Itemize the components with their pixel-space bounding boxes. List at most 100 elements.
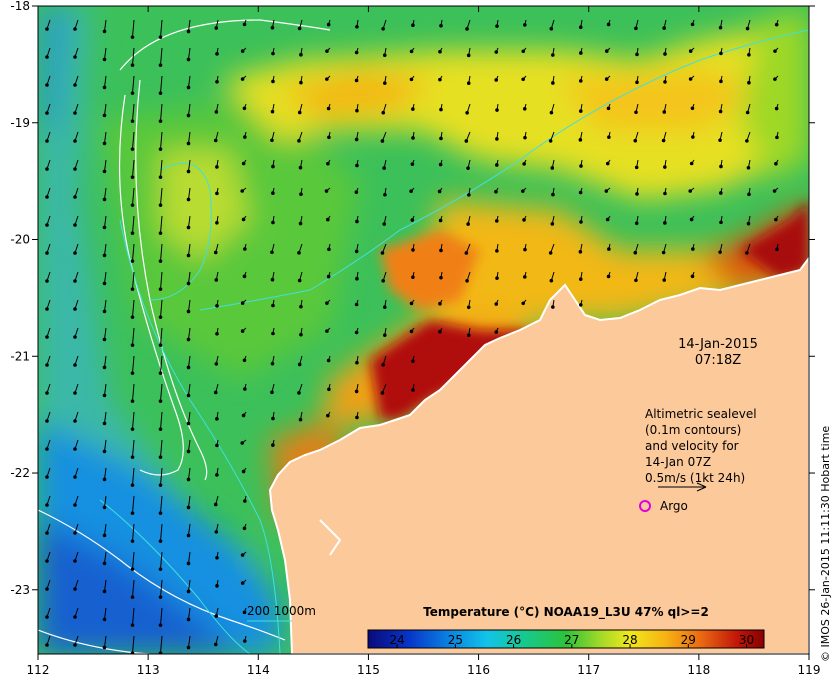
velocity-arrow-head <box>745 139 749 143</box>
velocity-arrow-head <box>271 220 275 225</box>
velocity-arrow-head <box>410 218 415 222</box>
velocity-arrow-head <box>102 113 107 118</box>
velocity-arrow-head <box>355 276 359 281</box>
velocity-arrow <box>188 159 191 172</box>
velocity-arrow <box>160 75 163 94</box>
velocity-arrow-head <box>158 91 163 95</box>
velocity-arrow <box>188 467 191 480</box>
velocity-arrow <box>160 355 163 374</box>
velocity-arrow-head <box>411 107 415 111</box>
velocity-arrow-head <box>355 163 359 168</box>
velocity-arrow <box>132 159 135 178</box>
velocity-arrow-head <box>745 251 749 255</box>
velocity-vectors <box>45 19 779 654</box>
velocity-arrow-head <box>215 473 219 477</box>
velocity-arrow-head <box>102 449 107 454</box>
velocity-arrow-head <box>549 26 554 31</box>
velocity-arrow-head <box>579 51 583 55</box>
velocity-arrow-head <box>438 329 442 334</box>
velocity-arrow <box>104 635 107 648</box>
velocity-arrow-head <box>242 22 247 27</box>
velocity-arrow-head <box>186 449 191 454</box>
velocity-arrow-head <box>719 191 723 195</box>
velocity-arrow-head <box>102 477 107 482</box>
velocity-arrow-head <box>186 29 191 34</box>
velocity-arrow-head <box>271 191 275 195</box>
velocity-arrow <box>160 215 163 234</box>
velocity-arrow-head <box>158 231 163 235</box>
velocity-arrow-head <box>494 219 499 223</box>
velocity-arrow-head <box>73 643 77 647</box>
velocity-arrow-head <box>326 413 330 418</box>
velocity-arrow-head <box>521 189 525 193</box>
colorbar: Temperature (°C) NOAA19_L3U 47% ql>=2 24… <box>367 605 765 649</box>
velocity-arrow <box>132 187 135 206</box>
date-label: 14-Jan-2015 <box>678 337 758 352</box>
velocity-arrow-head <box>215 79 219 84</box>
velocity-arrow-head <box>73 503 77 507</box>
velocity-arrow-head <box>550 222 555 226</box>
velocity-arrow-head <box>73 391 77 395</box>
colorbar-bar <box>367 629 765 649</box>
velocity-arrow <box>104 103 107 116</box>
velocity-arrow-head <box>186 141 191 146</box>
velocity-arrow-head <box>158 119 163 123</box>
velocity-arrow-head <box>354 330 359 335</box>
velocity-arrow-head <box>579 303 583 307</box>
velocity-arrow <box>132 607 135 626</box>
velocity-arrow-head <box>158 371 163 375</box>
velocity-arrow-head <box>214 26 219 30</box>
velocity-arrow <box>188 607 191 620</box>
velocity-arrow-head <box>663 52 667 56</box>
velocity-arrow-head <box>578 25 583 30</box>
velocity-arrow <box>132 635 135 654</box>
velocity-arrow-head <box>495 249 499 253</box>
velocity-arrow-head <box>45 223 49 227</box>
velocity-arrow-head <box>438 77 442 82</box>
velocity-arrow-head <box>382 222 387 226</box>
velocity-arrow-head <box>438 218 443 223</box>
velocity-arrow-head <box>381 278 385 283</box>
velocity-arrow-head <box>719 220 723 225</box>
velocity-arrow-head <box>607 135 611 139</box>
velocity-arrow-head <box>102 85 107 90</box>
velocity-arrow <box>160 159 163 178</box>
velocity-arrow <box>160 271 163 290</box>
velocity-arrow-head <box>45 363 49 367</box>
velocity-arrow-head <box>326 274 331 279</box>
velocity-arrow-head <box>380 139 385 143</box>
velocity-arrow-head <box>382 81 387 85</box>
velocity-arrow-head <box>662 26 666 30</box>
velocity-arrow-head <box>73 475 77 479</box>
velocity-arrow-head <box>438 162 443 167</box>
velocity-arrow-head <box>466 53 471 58</box>
velocity-arrow-head <box>186 589 191 594</box>
velocity-arrow <box>160 383 163 402</box>
velocity-arrow-head <box>690 274 695 279</box>
velocity-arrow-head <box>382 305 387 309</box>
velocity-arrow-head <box>130 119 135 123</box>
velocity-arrow <box>104 243 107 256</box>
velocity-arrow-head <box>186 281 191 286</box>
legend-line: 14-Jan 07Z <box>645 455 711 469</box>
ssh-contours <box>38 19 331 654</box>
velocity-arrow-head <box>102 617 107 622</box>
velocity-arrow-head <box>240 49 245 53</box>
velocity-arrow-head <box>271 303 275 308</box>
velocity-arrow <box>132 47 135 66</box>
velocity-arrow-head <box>383 192 387 197</box>
velocity-arrow-head <box>380 391 385 395</box>
plot-frame <box>37 5 810 655</box>
velocity-arrow <box>104 131 107 144</box>
velocity-arrow-head <box>354 78 359 83</box>
velocity-arrow-head <box>102 29 107 34</box>
velocity-arrow-head <box>464 251 469 255</box>
isobath-label: 200 1000m <box>247 604 316 618</box>
velocity-arrow-head <box>494 50 499 54</box>
velocity-arrow-head <box>215 331 219 336</box>
velocity-arrow-head <box>606 22 611 27</box>
velocity-arrow-head <box>186 477 191 482</box>
velocity-arrow-head <box>243 387 247 391</box>
velocity-arrow-head <box>324 189 329 193</box>
argo-label: Argo <box>660 499 688 513</box>
